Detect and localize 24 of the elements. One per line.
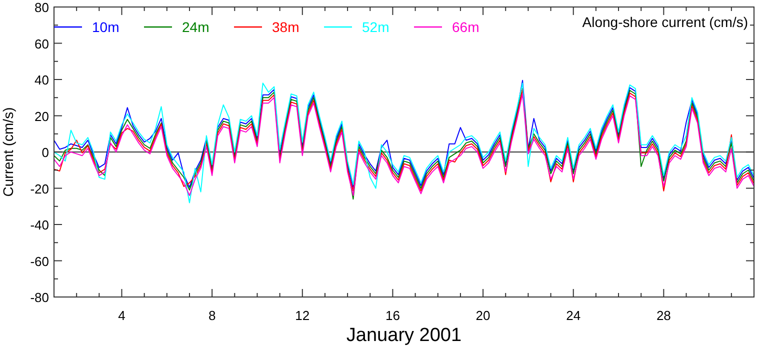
legend-label: 24m [182, 19, 210, 35]
x-tick-label: 20 [476, 308, 490, 323]
legend-label: 38m [272, 19, 300, 35]
y-axis-title: Current (cm/s) [0, 107, 16, 197]
y-tick-label: 60 [34, 36, 49, 52]
legend-label: 52m [362, 19, 390, 35]
x-tick-label: 4 [118, 308, 126, 323]
y-tick-label: -40 [30, 218, 49, 232]
x-tick-label: 28 [656, 308, 671, 323]
x-tick-label: 16 [385, 308, 400, 323]
x-axis-title: January 2001 [346, 325, 462, 346]
x-tick-label: 8 [208, 308, 216, 323]
legend-label: 10m [92, 19, 120, 35]
y-tick-label: -20 [30, 181, 49, 196]
y-tick-label: -60 [30, 254, 49, 269]
y-tick-label: 80 [34, 0, 49, 15]
y-tick-label: 0 [42, 145, 49, 160]
y-tick-label: 20 [34, 108, 49, 124]
x-tick-label: 24 [566, 308, 581, 323]
annotation: Along-shore current (cm/s) [582, 14, 748, 30]
x-tick-label: 12 [295, 308, 310, 323]
legend-label: 66m [452, 19, 480, 35]
y-tick-label: 40 [34, 72, 49, 88]
y-tick-label: -80 [30, 290, 49, 305]
